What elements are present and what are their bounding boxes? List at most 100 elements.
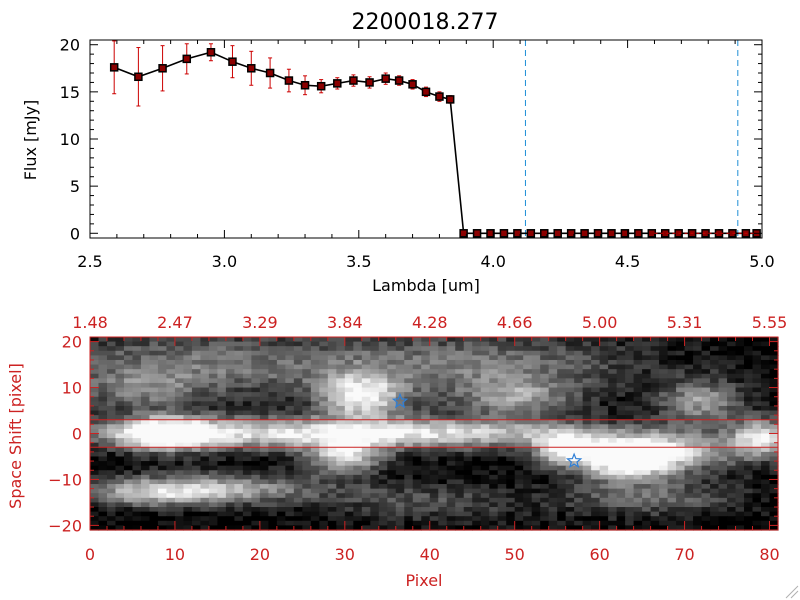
image-pixel [378,392,388,398]
image-pixel [684,525,694,531]
image-pixel [710,392,720,398]
image-pixel [446,428,456,435]
image-pixel [90,341,100,347]
image-pixel [217,433,227,439]
image-pixel [489,337,499,343]
image-pixel [200,488,210,494]
image-pixel [242,484,252,490]
image-pixel [191,378,202,384]
image-pixel [319,419,329,425]
image-pixel [735,511,745,517]
image-pixel [217,470,227,476]
image-pixel [412,410,422,416]
image-pixel [761,364,771,370]
image-pixel [259,479,269,485]
image-pixel [591,350,601,356]
image-pixel [480,442,490,448]
image-pixel [191,392,202,398]
image-pixel [489,341,499,347]
image-pixel [752,520,762,527]
image-pixel [650,405,660,412]
image-pixel [769,442,779,448]
image-pixel [387,451,397,458]
image-pixel [676,337,686,343]
image-pixel [90,337,100,343]
image-pixel [684,346,694,352]
image-pixel [446,350,456,356]
image-pixel [752,424,762,430]
image-pixel [293,350,303,356]
image-pixel [565,346,575,352]
image-pixel [90,479,100,485]
image-pixel [574,433,584,439]
image-pixel [387,511,397,517]
image-pixel [557,428,567,435]
image-pixel [642,392,652,398]
image-pixel [727,442,737,448]
image-pixel [616,350,626,356]
image-pixel [412,387,422,393]
image-pixel [319,382,329,389]
image-pixel [446,456,456,462]
image-pixel [540,447,550,453]
image-pixel [149,525,159,531]
image-pixel [752,465,762,471]
image-pixel [302,470,312,476]
image-pixel [676,410,686,416]
image-pixel [251,470,261,476]
image-pixel [251,415,261,421]
image-pixel [514,415,524,421]
image-pixel [387,484,397,490]
image-pixel [548,433,558,439]
image-pixel [285,378,295,384]
image-pixel [276,433,286,439]
image-pixel [438,410,448,416]
image-pixel [744,405,754,412]
image-pixel [251,520,261,527]
image-pixel [710,424,720,430]
image-pixel [285,442,295,448]
image-pixel [710,355,720,361]
image-pixel [259,516,269,522]
image-pixel [353,442,363,448]
image-pixel [574,382,584,389]
image-pixel [480,456,490,462]
image-pixel [234,337,244,343]
image-pixel [472,350,482,356]
image-pixel [174,447,185,453]
image-pixel [268,516,278,522]
image-pixel [701,405,711,412]
image-pixel [132,419,142,425]
image-pixel [761,378,771,384]
image-pixel [591,337,601,343]
image-pixel [378,428,388,435]
image-pixel [727,511,737,517]
image-pixel [514,341,524,347]
image-pixel [710,502,720,508]
image-pixel [404,474,414,481]
image-pixel [642,484,652,490]
image-pixel [285,456,295,462]
image-pixel [531,493,541,499]
image-pixel [293,392,303,398]
image-pixel [200,484,210,490]
image-pixel [548,525,558,531]
image-pixel [404,442,414,448]
image-pixel [302,373,312,379]
image-pixel [574,369,584,375]
image-pixel [319,424,329,430]
image-pixel [370,461,380,467]
image-pixel [582,451,592,458]
resize-grip-icon[interactable] [785,585,799,599]
image-pixel [514,387,524,393]
image-pixel [327,424,337,430]
image-pixel [540,378,550,384]
image-pixel [191,373,202,379]
image-pixel [497,346,507,352]
image-pixel [718,382,728,389]
image-pixel [540,502,550,508]
image-pixel [616,428,626,435]
image-pixel [276,502,286,508]
image-pixel [412,428,422,435]
image-pixel [608,511,618,517]
